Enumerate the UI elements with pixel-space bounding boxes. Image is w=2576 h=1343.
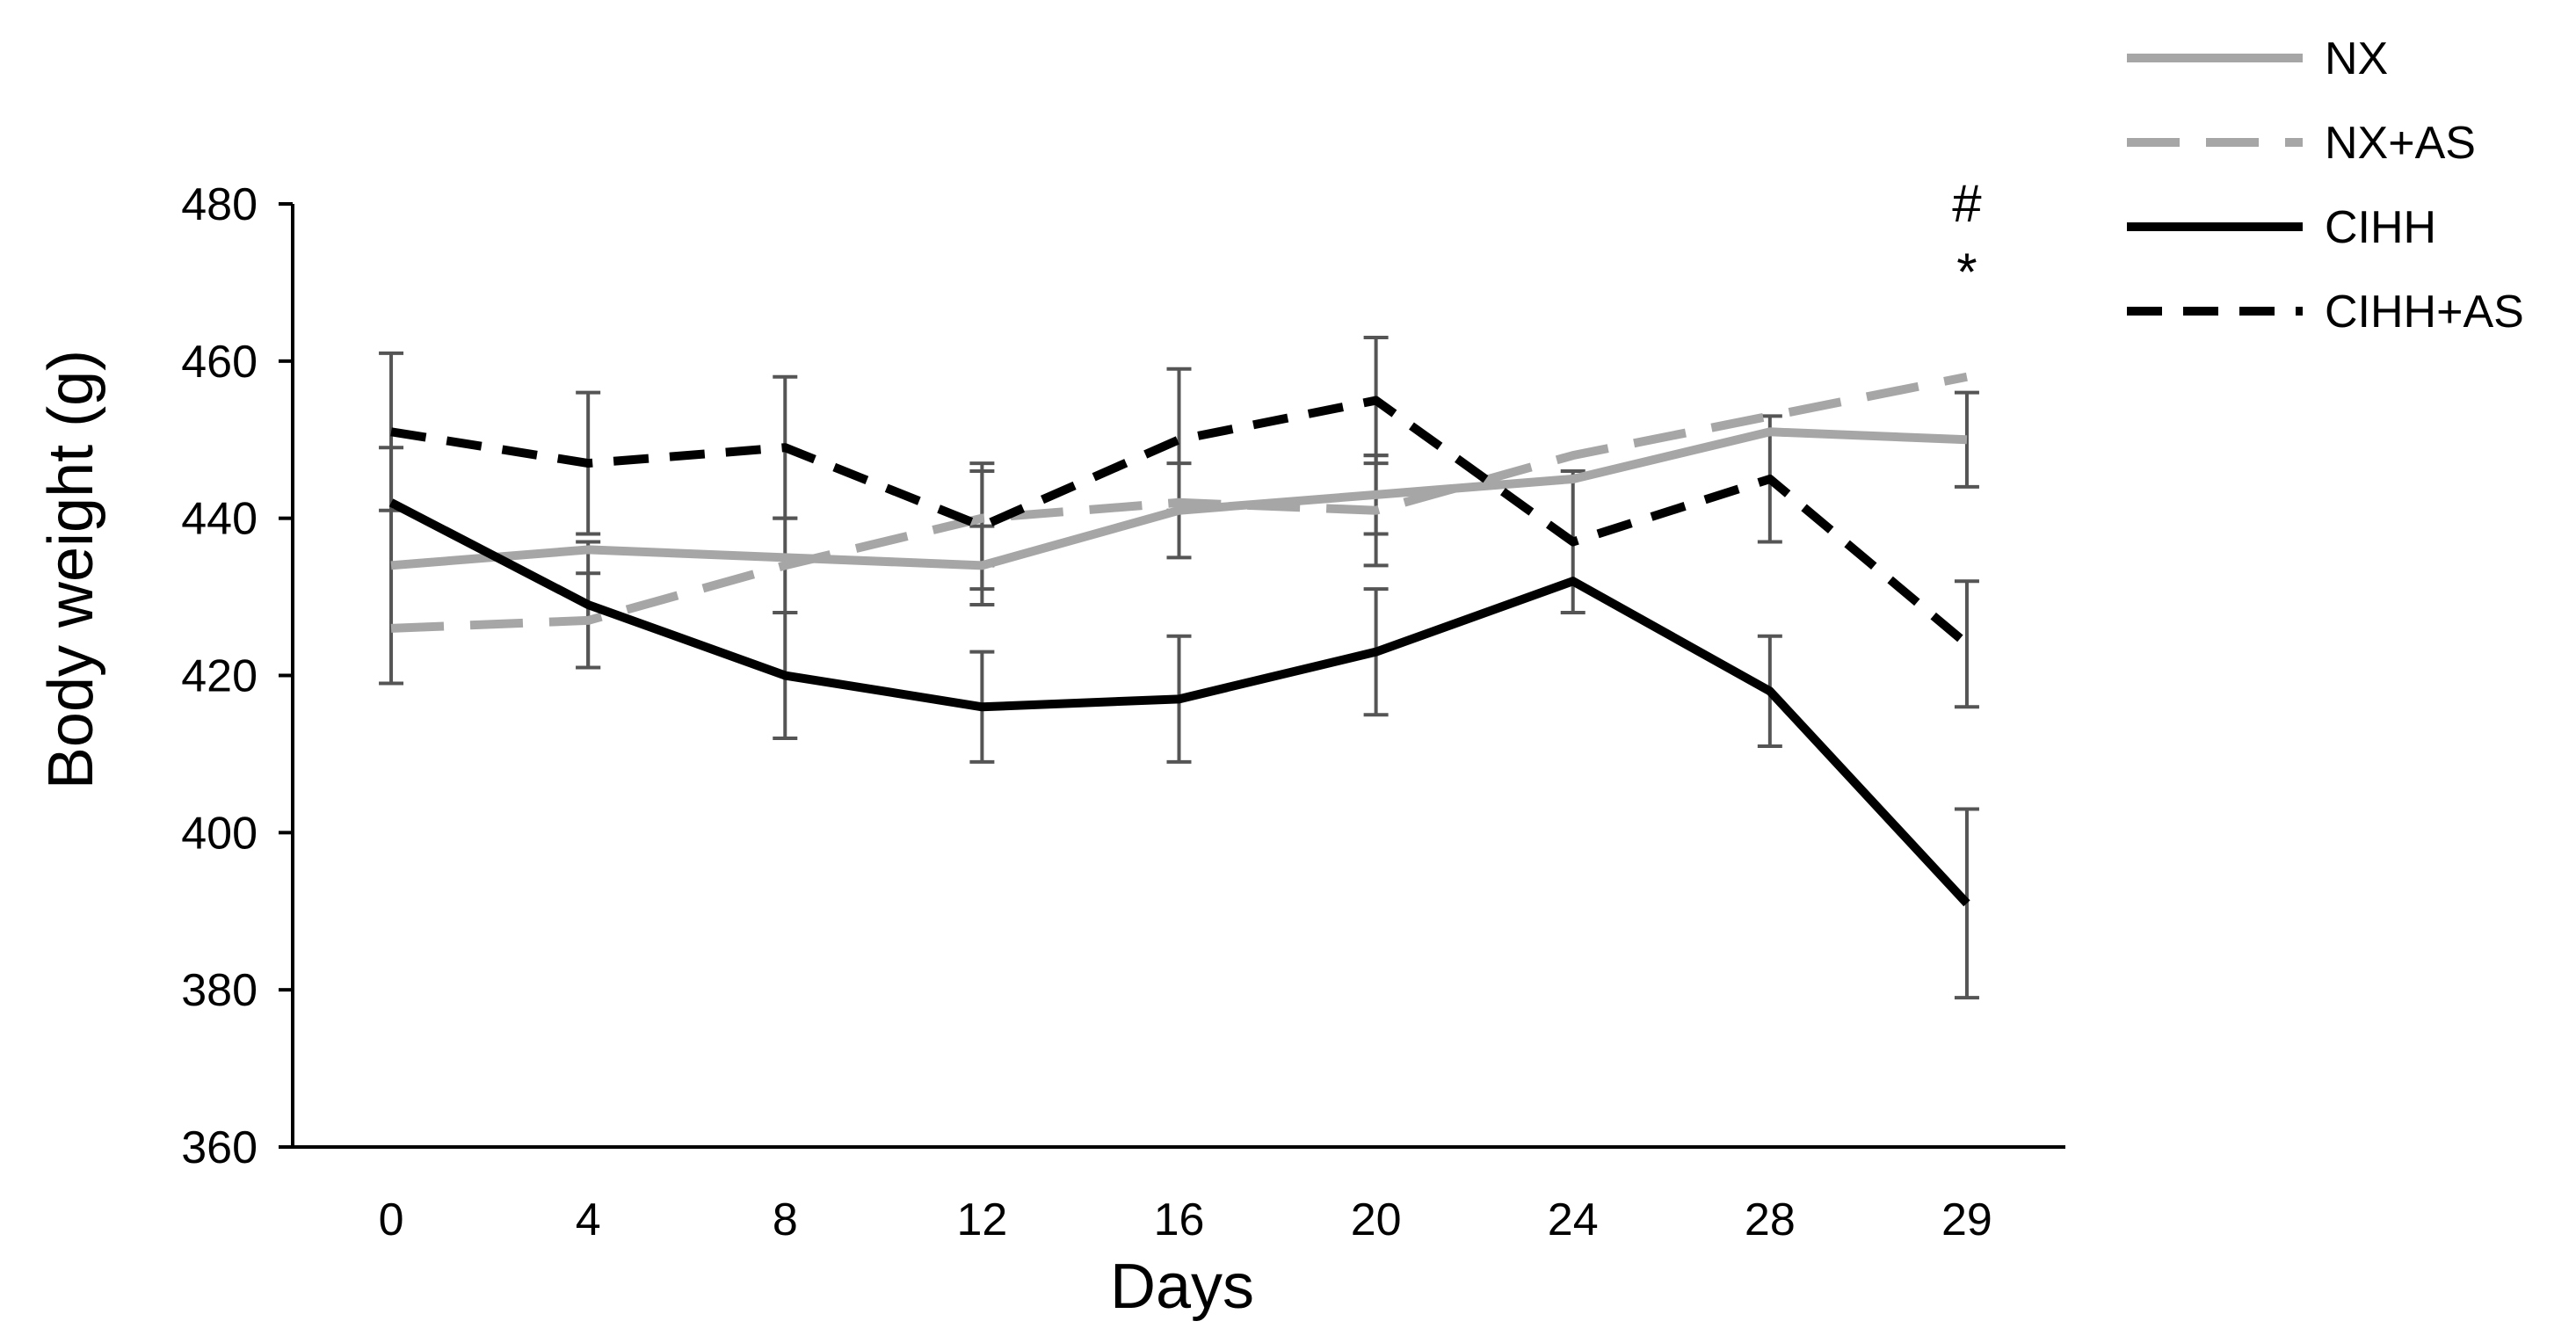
x-ticks: 0 4 8 12 16 20 24 28 29	[379, 1194, 1992, 1245]
annotation-mark-0: #	[1952, 174, 1982, 233]
x-tick-label-8: 8	[773, 1194, 798, 1245]
annotation-mark-1: *	[1956, 243, 1977, 301]
y-tick-label-400: 400	[181, 808, 258, 859]
legend: NX NX+AS CIHH CIHH+AS	[2127, 33, 2524, 338]
y-tick-label-440: 440	[181, 494, 258, 545]
annotations: #*	[1952, 174, 1982, 301]
legend-item-cihh: CIHH	[2127, 202, 2436, 253]
series-lines	[388, 372, 1970, 907]
x-tick-label-24: 24	[1548, 1194, 1599, 1245]
y-tick-label-480: 480	[181, 179, 258, 230]
x-axis-title: Days	[1110, 1252, 1254, 1322]
y-ticks: 360 380 400 420 440 460 480	[181, 179, 293, 1173]
y-axis-title: Body weight (g)	[36, 350, 106, 789]
series-line-nx	[390, 427, 1968, 570]
legend-item-nx-as: NX+AS	[2127, 118, 2476, 169]
x-tick-label-12: 12	[956, 1194, 1007, 1245]
series-line-cihh	[388, 498, 1970, 907]
legend-label-cihh-as: CIHH+AS	[2325, 287, 2524, 338]
y-tick-label-380: 380	[181, 965, 258, 1016]
x-tick-label-20: 20	[1351, 1194, 1402, 1245]
x-tick-label-4: 4	[576, 1194, 601, 1245]
y-tick-label-460: 460	[181, 337, 258, 388]
x-tick-label-29: 29	[1941, 1194, 1992, 1245]
series-line-nx-as	[390, 372, 1968, 633]
legend-label-nx-as: NX+AS	[2325, 118, 2476, 169]
legend-label-nx: NX	[2325, 33, 2388, 84]
x-tick-label-0: 0	[379, 1194, 404, 1245]
x-tick-label-28: 28	[1745, 1194, 1796, 1245]
legend-item-nx: NX	[2127, 33, 2388, 84]
legend-label-cihh: CIHH	[2325, 202, 2436, 253]
y-tick-label-360: 360	[181, 1122, 258, 1173]
y-tick-label-420: 420	[181, 651, 258, 702]
legend-item-cihh-as: CIHH+AS	[2127, 287, 2524, 338]
x-tick-label-16: 16	[1154, 1194, 1205, 1245]
error-bar-cihh-as-29	[1954, 579, 1979, 709]
